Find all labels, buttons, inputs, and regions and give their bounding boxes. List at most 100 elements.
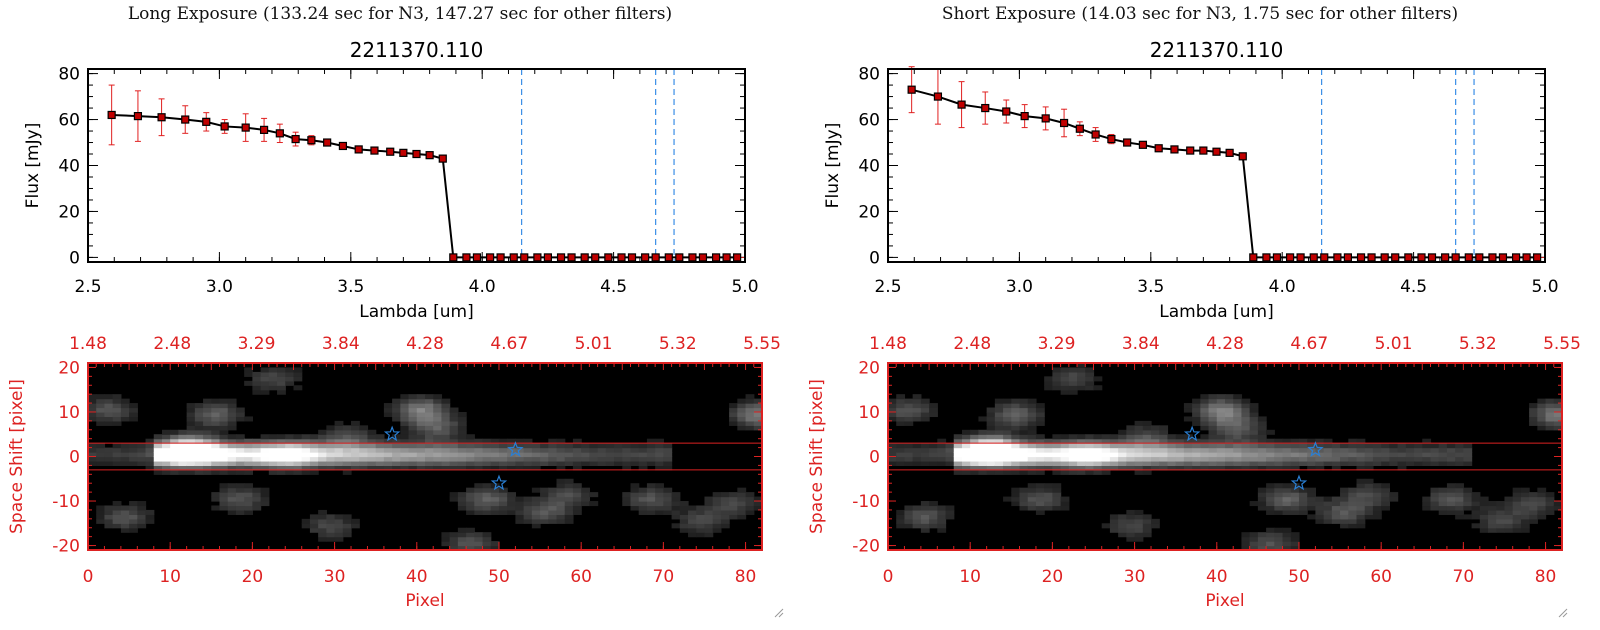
image-pixel xyxy=(1142,518,1152,524)
image-pixel xyxy=(1463,501,1473,507)
image-pixel xyxy=(1052,483,1062,489)
image-pixel xyxy=(1249,429,1259,435)
resize-grip-right[interactable] xyxy=(1556,606,1568,618)
data-point xyxy=(412,149,421,159)
image-pixel xyxy=(466,541,475,547)
data-point xyxy=(1451,253,1460,262)
image-pixel xyxy=(655,501,664,507)
image-pixel xyxy=(474,496,484,502)
image-pixel xyxy=(523,465,533,471)
image-pixel xyxy=(227,443,237,449)
image-pixel xyxy=(1266,483,1275,489)
x-tick-label: 3.5 xyxy=(1137,277,1164,297)
image-pixel xyxy=(104,420,114,426)
image-pixel xyxy=(929,460,938,467)
image-pixel xyxy=(1545,416,1555,422)
image-pixel xyxy=(1216,411,1226,418)
image-pixel xyxy=(400,438,410,444)
image-pixel xyxy=(1381,505,1390,511)
image-pixel xyxy=(1019,407,1029,413)
image-pixel xyxy=(318,514,327,520)
image-pixel xyxy=(953,447,963,453)
image-pixel xyxy=(970,452,980,458)
image-pixel xyxy=(753,398,763,404)
image-pixel xyxy=(1044,460,1053,467)
image-pixel xyxy=(646,452,656,458)
image-pixel xyxy=(896,411,906,418)
image-pixel xyxy=(1077,460,1086,467)
image-pixel xyxy=(1060,447,1070,453)
image-pixel xyxy=(433,434,443,440)
data-point xyxy=(722,253,731,262)
image-pixel xyxy=(1118,429,1127,435)
image-pixel xyxy=(1348,487,1358,493)
image-pixel xyxy=(688,505,697,511)
image-pixel xyxy=(1266,492,1275,498)
image-pixel xyxy=(614,456,623,462)
image-pixel xyxy=(1520,492,1530,498)
image-pixel xyxy=(1422,460,1432,467)
image-pixel xyxy=(367,456,377,462)
image-pixel xyxy=(978,438,988,444)
image-pixel xyxy=(1430,496,1440,502)
image-pixel xyxy=(1463,460,1473,467)
image-pixel xyxy=(1035,509,1045,515)
image-pixel xyxy=(630,452,640,458)
image-pixel xyxy=(994,425,1004,431)
image-pixel xyxy=(1529,501,1538,507)
image-pixel xyxy=(1438,496,1448,502)
image-pixel xyxy=(720,509,730,515)
image-pixel xyxy=(441,416,451,422)
image-pixel xyxy=(1192,447,1201,453)
image-pixel xyxy=(351,429,360,435)
image-pixel xyxy=(120,514,130,520)
image-pixel xyxy=(211,416,221,422)
top-tick-label: 3.84 xyxy=(322,334,360,354)
image-pixel xyxy=(1315,456,1325,462)
image-pixel xyxy=(986,411,996,418)
image-pixel xyxy=(1356,478,1366,484)
image-pixel xyxy=(203,429,212,435)
x-tick-label: 2.5 xyxy=(74,277,101,297)
image-pixel xyxy=(655,496,664,502)
image-pixel xyxy=(605,443,615,449)
image-pixel xyxy=(1183,416,1193,422)
image-pixel xyxy=(244,501,253,507)
image-pixel xyxy=(1085,447,1095,453)
image-pixel xyxy=(96,456,106,462)
image-pixel xyxy=(186,425,196,431)
image-pixel xyxy=(203,452,212,458)
image-pixel xyxy=(1052,434,1062,440)
image-pixel xyxy=(1266,532,1275,538)
image-pixel xyxy=(104,403,114,409)
image-pixel xyxy=(309,514,319,520)
image-pixel xyxy=(638,460,648,467)
image-pixel xyxy=(375,460,385,467)
image-pixel xyxy=(1282,509,1292,515)
top-tick-label: 4.28 xyxy=(406,334,444,354)
image-pixel xyxy=(929,443,938,449)
image-pixel xyxy=(1035,501,1045,507)
image-pixel xyxy=(1192,438,1201,444)
resize-grip-left[interactable] xyxy=(772,606,784,618)
image-pixel xyxy=(1553,403,1563,409)
image-pixel xyxy=(1142,429,1152,435)
image-pixel xyxy=(482,456,492,462)
top-tick-label: 5.55 xyxy=(1543,334,1581,354)
image-pixel xyxy=(986,438,996,444)
image-pixel xyxy=(153,460,163,467)
image-pixel xyxy=(1504,527,1514,533)
image-pixel xyxy=(589,447,599,453)
image-pixel xyxy=(572,483,582,489)
image-pixel xyxy=(1479,501,1489,507)
image-pixel xyxy=(920,403,930,409)
image-pixel xyxy=(351,425,360,431)
image-pixel xyxy=(1233,460,1243,467)
image-pixel xyxy=(1192,460,1201,467)
image-background xyxy=(888,363,1562,550)
image-pixel xyxy=(490,452,500,458)
image-pixel xyxy=(1537,425,1547,431)
image-pixel xyxy=(1307,492,1317,498)
image-pixel xyxy=(1052,443,1062,449)
image-pixel xyxy=(929,514,938,520)
